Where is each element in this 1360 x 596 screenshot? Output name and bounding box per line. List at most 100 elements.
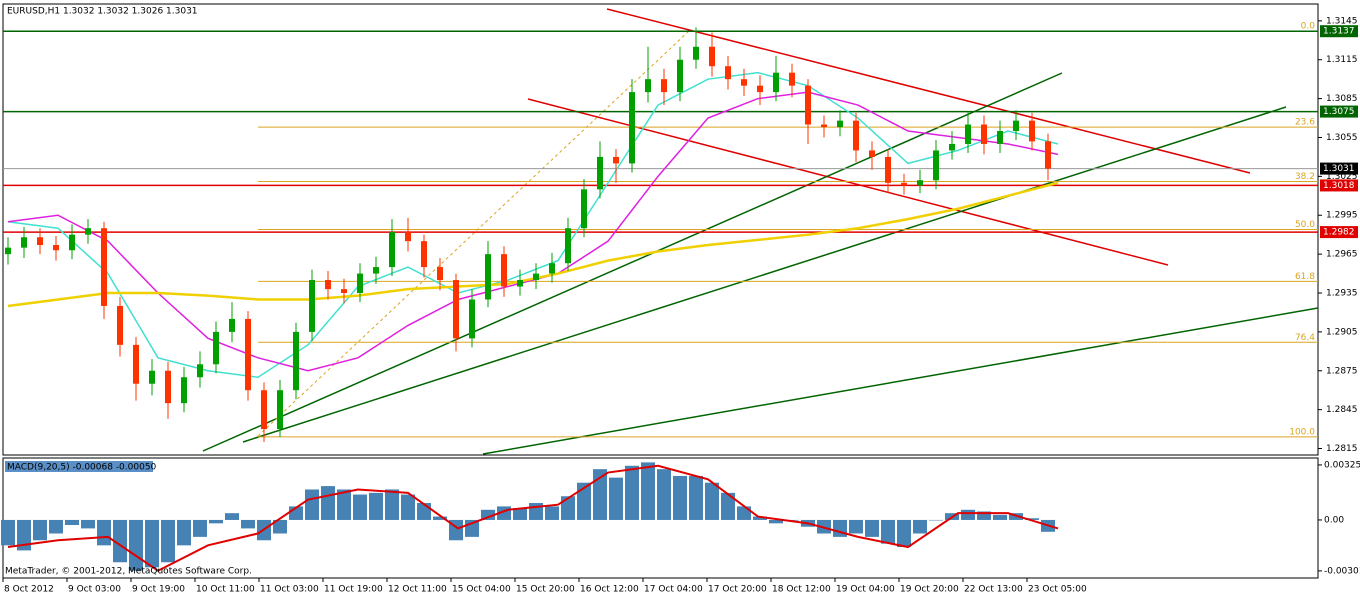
macd-bar bbox=[97, 519, 111, 546]
candle-body bbox=[245, 318, 251, 391]
candle-body bbox=[1045, 141, 1051, 169]
price-level-label: 1.3031 bbox=[1323, 164, 1355, 174]
macd-bar bbox=[753, 516, 767, 520]
candle-body bbox=[69, 234, 75, 251]
macd-bar bbox=[513, 508, 527, 520]
candle-body bbox=[949, 143, 955, 151]
macd-bar bbox=[689, 475, 703, 520]
x-tick-label: 15 Oct 04:00 bbox=[452, 585, 511, 595]
candle-body bbox=[965, 124, 971, 144]
candle-body bbox=[613, 156, 619, 164]
candle-body bbox=[469, 299, 475, 339]
candle-body bbox=[917, 180, 923, 186]
macd-bar bbox=[273, 519, 287, 534]
trendline bbox=[606, 8, 1251, 174]
candle-body bbox=[837, 120, 843, 128]
candle-body bbox=[277, 390, 283, 430]
y-tick-label: 1.3055 bbox=[1326, 133, 1358, 143]
x-tick-label: 22 Oct 13:00 bbox=[964, 585, 1023, 595]
price-level-box bbox=[1320, 105, 1358, 118]
candle-body bbox=[869, 150, 875, 157]
y-tick-label: 1.2875 bbox=[1326, 366, 1358, 376]
macd-bar bbox=[305, 489, 319, 520]
macd-bar bbox=[657, 469, 671, 520]
fib-label: 61.8 bbox=[1295, 272, 1315, 282]
macd-bar bbox=[49, 519, 63, 534]
candle-body bbox=[597, 156, 603, 190]
macd-bar bbox=[225, 513, 239, 520]
y-tick-label: 1.2815 bbox=[1326, 444, 1358, 454]
candle-body bbox=[693, 46, 699, 60]
macd-bar bbox=[145, 519, 159, 568]
macd-bar bbox=[417, 503, 431, 520]
candle-body bbox=[213, 331, 219, 365]
candle-body bbox=[885, 156, 891, 183]
candle-body bbox=[1029, 120, 1035, 142]
macd-bar bbox=[561, 496, 575, 520]
candle-body bbox=[373, 267, 379, 274]
y-tick-label: 1.3115 bbox=[1326, 55, 1358, 65]
macd-bar bbox=[609, 477, 623, 520]
candle-body bbox=[533, 273, 539, 281]
candle-body bbox=[1013, 120, 1019, 132]
macd-bar bbox=[177, 519, 191, 546]
candle-body bbox=[757, 85, 763, 93]
candle-body bbox=[37, 237, 43, 246]
candle-body bbox=[133, 344, 139, 384]
macd-bar bbox=[33, 519, 47, 541]
fib-label: 76.4 bbox=[1295, 333, 1315, 343]
price-level-box bbox=[1320, 162, 1358, 175]
fib-label: 23.6 bbox=[1295, 118, 1315, 128]
candle-body bbox=[645, 79, 651, 93]
macd-label-bg bbox=[5, 461, 153, 472]
candle-body bbox=[405, 232, 411, 242]
macd-bar bbox=[17, 519, 31, 551]
macd-bar bbox=[337, 489, 351, 520]
candle-body bbox=[181, 377, 187, 404]
y-tick-label: 1.3025 bbox=[1326, 172, 1358, 182]
y-tick-label: 1.2965 bbox=[1326, 250, 1358, 260]
macd-bar bbox=[721, 492, 735, 520]
x-tick-label: 17 Oct 04:00 bbox=[644, 585, 703, 595]
candle-body bbox=[565, 228, 571, 264]
macd-bar bbox=[769, 519, 783, 524]
trendline bbox=[202, 72, 1063, 452]
candle-body bbox=[85, 228, 91, 235]
fib-label: 100.0 bbox=[1289, 427, 1315, 437]
y-tick-label: 1.2845 bbox=[1326, 405, 1358, 415]
candle-body bbox=[117, 305, 123, 345]
macd-bar bbox=[129, 519, 143, 571]
macd-bar bbox=[209, 519, 223, 524]
x-tick-label: 19 Oct 04:00 bbox=[836, 585, 895, 595]
macd-bar bbox=[113, 519, 127, 563]
candle-body bbox=[901, 182, 907, 186]
candle-body bbox=[197, 364, 203, 378]
macd-bar bbox=[321, 486, 335, 520]
macd-bar bbox=[977, 511, 991, 520]
x-tick-label: 17 Oct 20:00 bbox=[708, 585, 767, 595]
price-level-box bbox=[1320, 226, 1358, 239]
x-tick-label: 8 Oct 2012 bbox=[4, 585, 54, 595]
candle-body bbox=[805, 85, 811, 125]
candle-body bbox=[325, 280, 331, 290]
macd-bar bbox=[65, 519, 79, 526]
macd-tick-label: 0.00325 bbox=[1324, 460, 1360, 470]
candle-body bbox=[261, 390, 267, 430]
candle-body bbox=[293, 331, 299, 391]
candle-body bbox=[5, 247, 11, 255]
macd-bar bbox=[577, 482, 591, 520]
macd-bar bbox=[929, 519, 943, 521]
x-tick-label: 12 Oct 11:00 bbox=[388, 585, 447, 595]
candle-body bbox=[581, 189, 587, 229]
chart-title: EURUSD,H1 1.3032 1.3032 1.3026 1.3031 bbox=[7, 7, 198, 17]
macd-bar bbox=[545, 506, 559, 520]
candle-body bbox=[53, 245, 59, 251]
macd-bar bbox=[993, 514, 1007, 520]
macd-bar bbox=[913, 519, 927, 534]
x-tick-label: 11 Oct 19:00 bbox=[324, 585, 383, 595]
macd-bar bbox=[849, 519, 863, 534]
macd-bar bbox=[353, 494, 367, 520]
x-tick-label: 10 Oct 11:00 bbox=[196, 585, 255, 595]
price-level-label: 1.3018 bbox=[1323, 181, 1355, 191]
candle-body bbox=[933, 150, 939, 181]
